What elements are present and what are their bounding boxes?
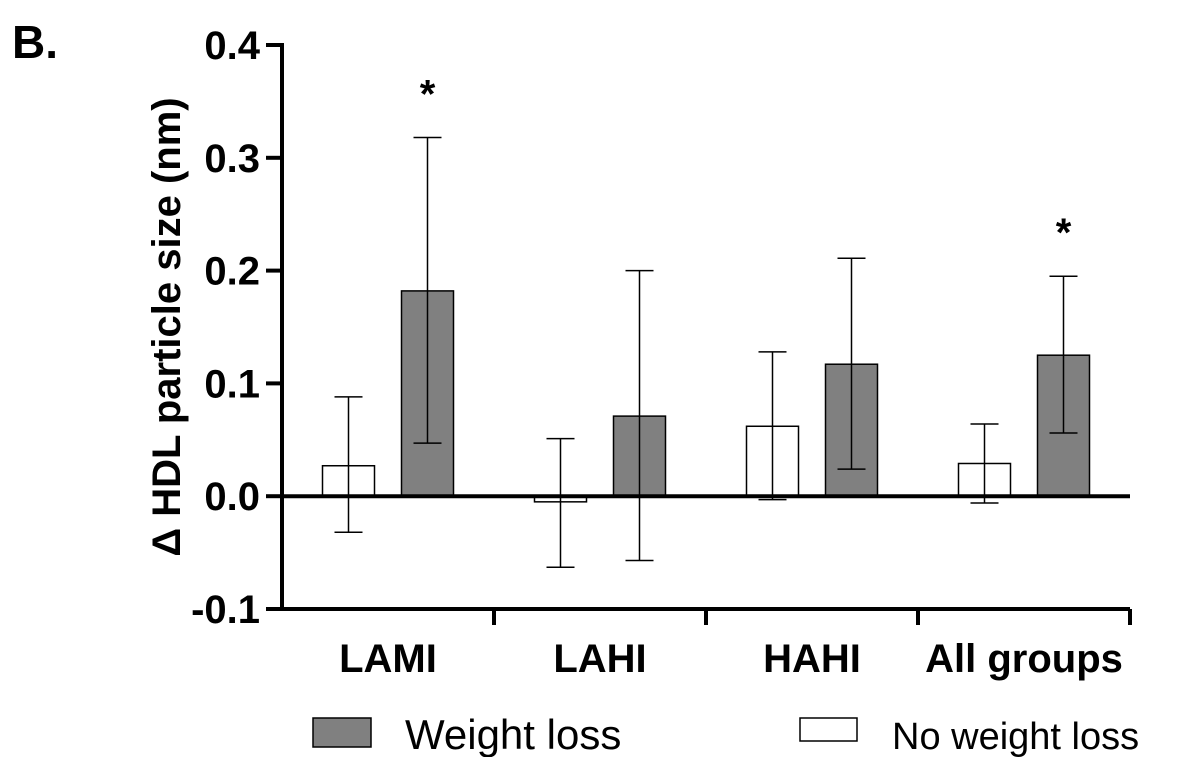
x-tick-label: LAHI [553,637,646,681]
significance-marker: * [420,72,436,116]
panel-label: B. [12,16,58,68]
y-tick-label: 0.2 [204,250,260,294]
y-tick-label: 0.0 [204,475,260,519]
legend-swatch-no-weight-loss [799,717,858,742]
significance-marker: * [1056,211,1072,255]
legend: Weight loss No weight loss [312,711,1139,757]
y-tick-label: 0.4 [204,24,260,68]
y-tick-label: 0.3 [204,137,260,181]
legend-swatch-weight-loss [312,717,372,748]
legend-label: Weight loss [405,711,621,757]
plot-area: -0.1 0.0 0.1 0.2 0.3 0.4 LAMI LAHI HAHI All group… [191,24,1132,681]
x-tick-label: LAMI [339,637,437,681]
x-tick-label: All groups [925,637,1123,681]
y-axis-label: Δ HDL particle size (nm) [145,97,189,556]
x-tick-label: HAHI [763,637,861,681]
y-tick-label: 0.1 [204,362,260,406]
y-tick-label: -0.1 [191,588,260,632]
legend-label: No weight loss [892,716,1139,757]
